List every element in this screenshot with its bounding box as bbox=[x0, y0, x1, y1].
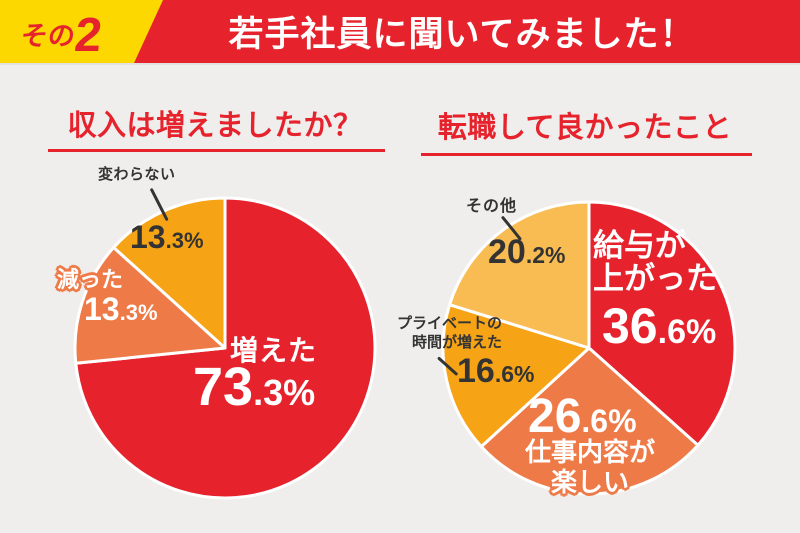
pie-slice-3 bbox=[448, 200, 591, 350]
slice-label-private-time: プライベートの 時間が増えた bbox=[396, 315, 502, 351]
slice-value-salary-up: 36.6% bbox=[602, 298, 717, 354]
slice-label-increased: 増えた bbox=[230, 335, 318, 366]
pie-slice-0 bbox=[587, 200, 737, 447]
right-title-underline bbox=[421, 153, 752, 156]
section-number-text: その2 bbox=[18, 8, 105, 63]
left-chart-title: 収入は増えましたか？ bbox=[67, 110, 363, 142]
badge-number: 2 bbox=[72, 9, 106, 62]
right-chart-title: 転職して良かったこと bbox=[437, 112, 733, 144]
pie-slice-1 bbox=[73, 245, 227, 365]
slice-value-increased: 73.3% bbox=[193, 357, 316, 417]
slice-value-fun-work: 26.6% bbox=[528, 390, 637, 443]
left-title-underline bbox=[48, 149, 385, 152]
benefits-pie-chart bbox=[441, 200, 737, 496]
pie-slice-1 bbox=[479, 346, 700, 496]
slice-value-private-time: 16.6% bbox=[457, 352, 535, 390]
pie-slice-2 bbox=[441, 303, 591, 449]
slice-label-other: その他 bbox=[466, 198, 518, 215]
slice-value-other: 20.2% bbox=[488, 233, 566, 271]
page-title: 若手社員に聞いてみました！ bbox=[228, 15, 696, 54]
slice-label-decreased: 減った bbox=[57, 267, 124, 292]
slice-label-fun-work: 仕事内容が 楽しい bbox=[524, 437, 655, 497]
slice-label-unchanged: 変わらない bbox=[98, 166, 176, 183]
slice-value-decreased: 13.3% bbox=[84, 291, 158, 327]
section-number-badge: その2 bbox=[0, 0, 163, 63]
slice-label-salary-up: 給与が 上がった bbox=[593, 228, 717, 296]
badge-prefix: その bbox=[19, 21, 77, 51]
income-pie-chart bbox=[73, 196, 377, 500]
slice-value-unchanged: 13.3% bbox=[130, 219, 204, 255]
header-banner: その2 若手社員に聞いてみました！ bbox=[0, 0, 800, 63]
